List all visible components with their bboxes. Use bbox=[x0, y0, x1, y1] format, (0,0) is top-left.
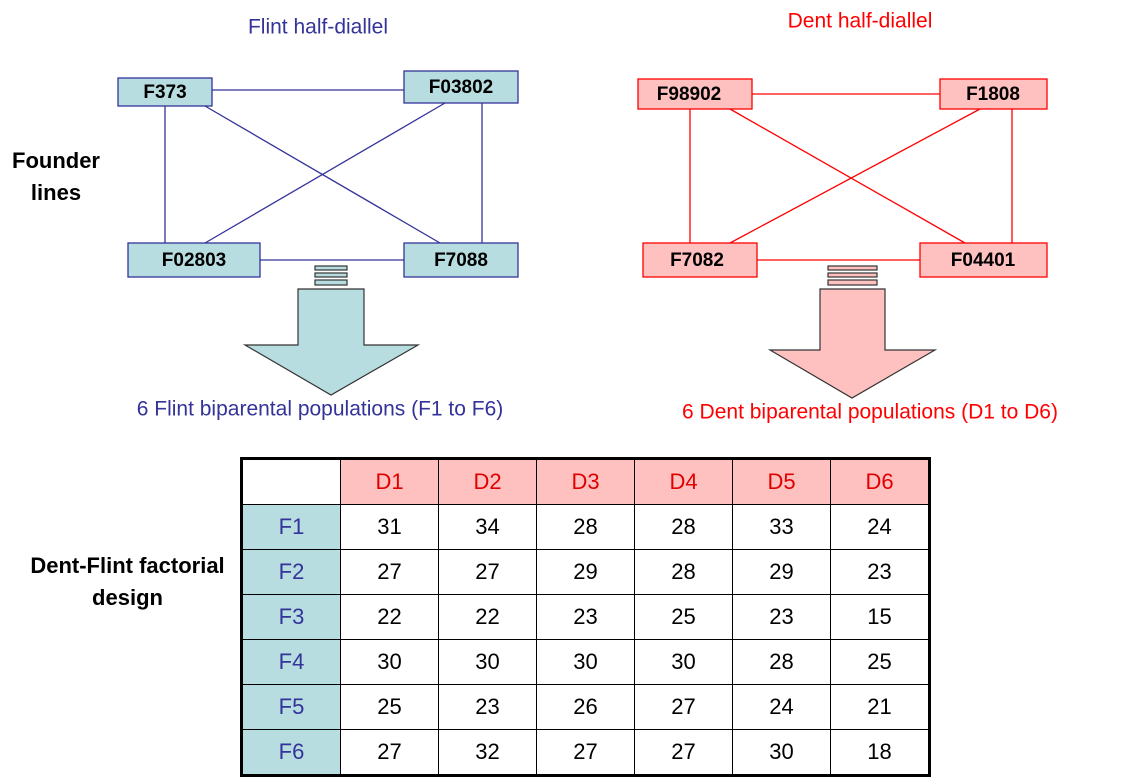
value-cell: 30 bbox=[438, 639, 537, 685]
value-cell: 27 bbox=[536, 729, 635, 776]
value-cell: 27 bbox=[634, 684, 733, 730]
value-cell: 23 bbox=[438, 684, 537, 730]
value-cell: 31 bbox=[340, 504, 439, 550]
value-cell: 28 bbox=[536, 504, 635, 550]
value-cell: 29 bbox=[732, 549, 831, 595]
column-header: D1 bbox=[340, 458, 439, 505]
value-cell: 28 bbox=[732, 639, 831, 685]
dent-caption: 6 Dent biparental populations (D1 to D6) bbox=[682, 401, 1058, 424]
row-header: F2 bbox=[241, 549, 341, 595]
line-label: F373 bbox=[143, 82, 186, 103]
flint-connections bbox=[164, 89, 483, 261]
value-cell: 22 bbox=[438, 594, 537, 640]
value-cell: 30 bbox=[340, 639, 439, 685]
column-header: D6 bbox=[830, 458, 930, 505]
line-label: F98902 bbox=[657, 84, 721, 105]
table-row: F6 27 32 27 27 30 18 bbox=[241, 729, 930, 776]
table-label: Dent-Flint factorial design bbox=[30, 553, 225, 610]
flint-title: Flint half-diallel bbox=[248, 16, 388, 39]
flint-caption: 6 Flint biparental populations (F1 to F6… bbox=[137, 398, 504, 421]
value-cell: 22 bbox=[340, 594, 439, 640]
flint-arrow bbox=[242, 265, 421, 396]
table-row: D1 D2 D3 D4 D5 D6 bbox=[241, 458, 930, 505]
table-row: F1 31 34 28 28 33 24 bbox=[241, 504, 930, 550]
value-cell: 23 bbox=[732, 594, 831, 640]
line-label: F1808 bbox=[966, 84, 1020, 105]
line-label: F7088 bbox=[434, 250, 488, 271]
value-cell: 27 bbox=[634, 729, 733, 776]
value-cell: 27 bbox=[438, 549, 537, 595]
column-header: D2 bbox=[438, 458, 537, 505]
value-cell: 23 bbox=[536, 594, 635, 640]
value-cell: 28 bbox=[634, 504, 733, 550]
line-label: F04401 bbox=[951, 250, 1016, 271]
value-cell: 29 bbox=[536, 549, 635, 595]
dent-connections bbox=[689, 93, 1013, 261]
value-cell: 30 bbox=[732, 729, 831, 776]
value-cell: 26 bbox=[536, 684, 635, 730]
value-cell: 24 bbox=[830, 504, 930, 550]
value-cell: 32 bbox=[438, 729, 537, 776]
value-cell: 30 bbox=[536, 639, 635, 685]
row-header: F5 bbox=[241, 684, 341, 730]
dent-arrow bbox=[767, 265, 938, 399]
row-header: F6 bbox=[241, 729, 341, 776]
value-cell: 25 bbox=[634, 594, 733, 640]
value-cell: 25 bbox=[830, 639, 930, 685]
dent-boxes bbox=[637, 78, 1048, 278]
line-label: F03802 bbox=[429, 77, 493, 98]
row-header: F4 bbox=[241, 639, 341, 685]
line-label: F02803 bbox=[162, 250, 226, 271]
value-cell: 28 bbox=[634, 549, 733, 595]
value-cell: 18 bbox=[830, 729, 930, 776]
founder-label: Founder lines bbox=[12, 148, 100, 205]
column-header: D5 bbox=[732, 458, 831, 505]
corner-cell bbox=[241, 458, 341, 505]
row-header: F1 bbox=[241, 504, 341, 550]
value-cell: 27 bbox=[340, 549, 439, 595]
table-row: F2 27 27 29 28 29 23 bbox=[241, 549, 930, 595]
table-row: F4 30 30 30 30 28 25 bbox=[241, 639, 930, 685]
factorial-table: D1 D2 D3 D4 D5 D6 F1 31 34 28 28 33 24 F2 27 27 29 28 29 23… bbox=[240, 457, 931, 777]
row-header: F3 bbox=[241, 594, 341, 640]
value-cell: 34 bbox=[438, 504, 537, 550]
dent-title: Dent half-diallel bbox=[788, 10, 933, 33]
table-row: F3 22 22 23 25 23 15 bbox=[241, 594, 930, 640]
value-cell: 27 bbox=[340, 729, 439, 776]
value-cell: 23 bbox=[830, 549, 930, 595]
value-cell: 15 bbox=[830, 594, 930, 640]
line-label: F7082 bbox=[670, 250, 724, 271]
value-cell: 21 bbox=[830, 684, 930, 730]
column-header: D4 bbox=[634, 458, 733, 505]
flint-boxes bbox=[117, 70, 519, 278]
value-cell: 25 bbox=[340, 684, 439, 730]
value-cell: 24 bbox=[732, 684, 831, 730]
value-cell: 33 bbox=[732, 504, 831, 550]
value-cell: 30 bbox=[634, 639, 733, 685]
table-row: F5 25 23 26 27 24 21 bbox=[241, 684, 930, 730]
column-header: D3 bbox=[536, 458, 635, 505]
